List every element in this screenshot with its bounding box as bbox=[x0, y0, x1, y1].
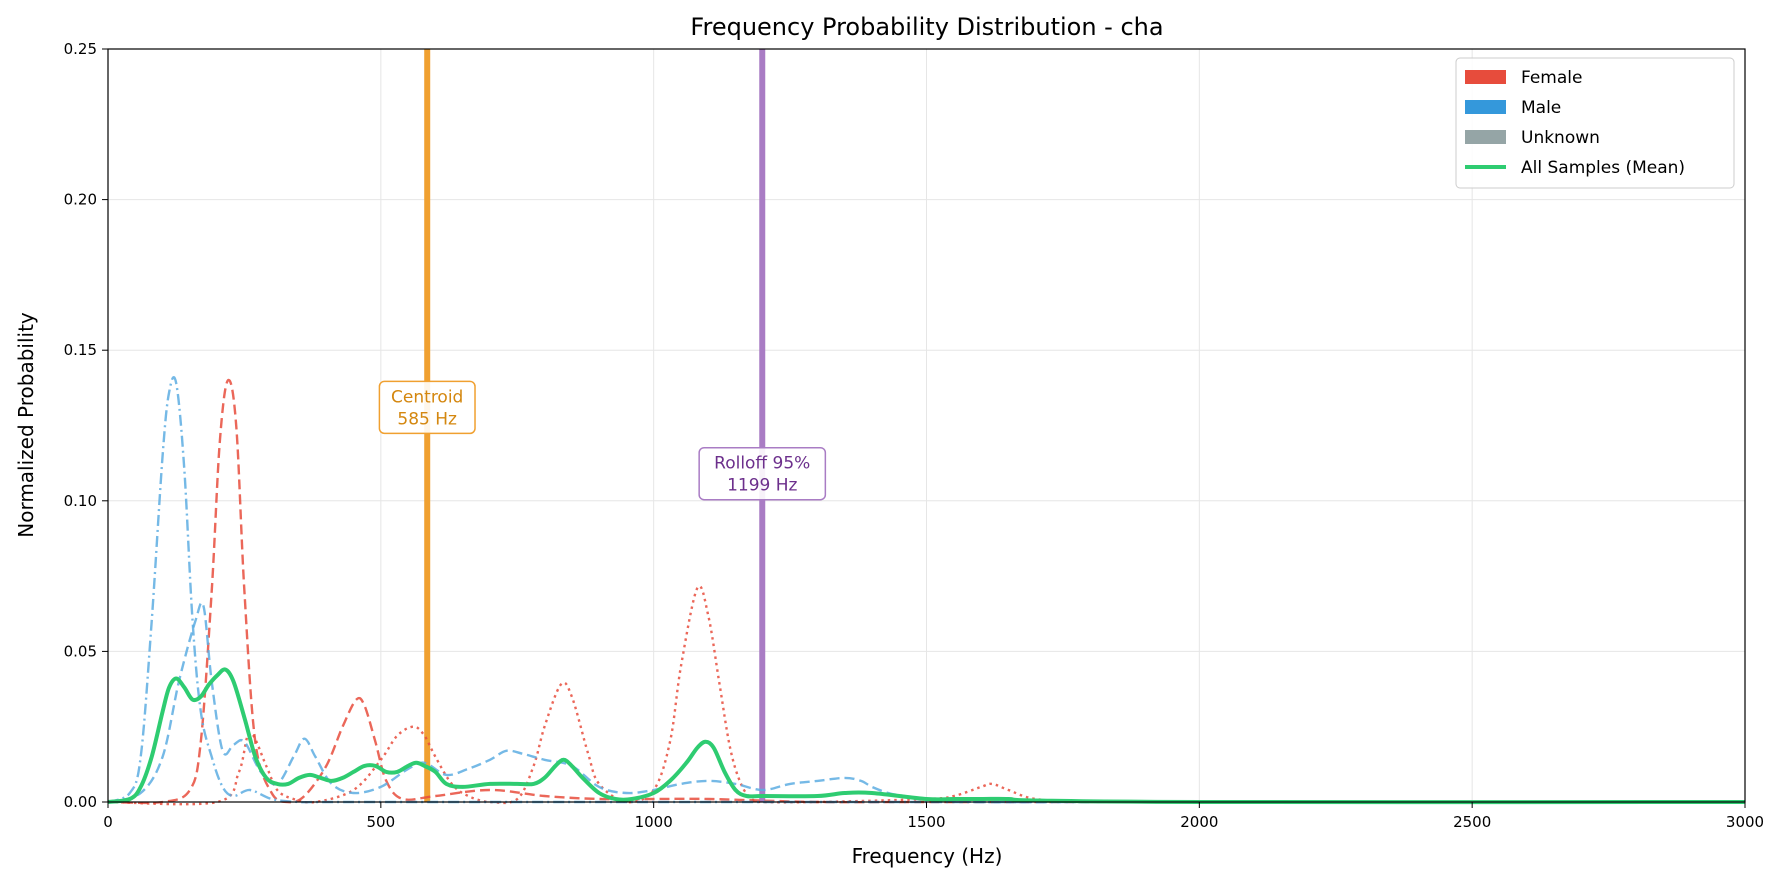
chart-title: Frequency Probability Distribution - cha bbox=[690, 13, 1163, 41]
x-tick-label: 1500 bbox=[907, 813, 945, 831]
legend-swatch bbox=[1465, 100, 1506, 114]
legend-label: Unknown bbox=[1521, 128, 1600, 148]
x-tick-label: 3000 bbox=[1726, 813, 1764, 831]
y-tick-label: 0.20 bbox=[64, 191, 97, 209]
legend: Female Male Unknown All Samples (Mean) bbox=[1455, 57, 1735, 189]
y-tick-label: 0.15 bbox=[64, 341, 97, 359]
y-tick-label: 0.10 bbox=[64, 492, 97, 510]
marker-label-line1: Centroid bbox=[391, 387, 463, 407]
marker-label-box bbox=[698, 446, 827, 501]
legend-box bbox=[1455, 57, 1735, 189]
axis-ticks: 0 500 1000 1500 2000 2500 3000 0.00 0.05 0.10 0.15… bbox=[64, 40, 1765, 831]
x-tick-label: 1000 bbox=[635, 813, 673, 831]
series-line bbox=[107, 601, 1745, 804]
marker-label-line1: Rolloff 95% bbox=[714, 454, 810, 474]
y-tick-label: 0.25 bbox=[64, 40, 97, 58]
x-tick-label: 2500 bbox=[1453, 813, 1491, 831]
x-tick-label: 2000 bbox=[1180, 813, 1218, 831]
x-axis-label: Frequency (Hz) bbox=[852, 844, 1003, 868]
x-tick-label: 500 bbox=[367, 813, 396, 831]
series-line bbox=[107, 376, 1745, 804]
marker-label-box bbox=[378, 380, 476, 435]
marker-label-line2: 1199 Hz bbox=[727, 476, 797, 496]
y-tick-label: 0.00 bbox=[64, 793, 97, 811]
y-axis-label: Normalized Probability bbox=[14, 312, 38, 538]
series-line-mean bbox=[107, 667, 1746, 805]
legend-label: All Samples (Mean) bbox=[1521, 158, 1685, 178]
legend-swatch bbox=[1465, 70, 1506, 84]
legend-label: Female bbox=[1521, 68, 1582, 88]
x-tick-label: 0 bbox=[103, 813, 113, 831]
y-tick-label: 0.05 bbox=[64, 642, 97, 660]
marker-label-line2: 585 Hz bbox=[397, 409, 457, 429]
legend-label: Male bbox=[1521, 98, 1561, 118]
legend-swatch bbox=[1465, 130, 1506, 144]
